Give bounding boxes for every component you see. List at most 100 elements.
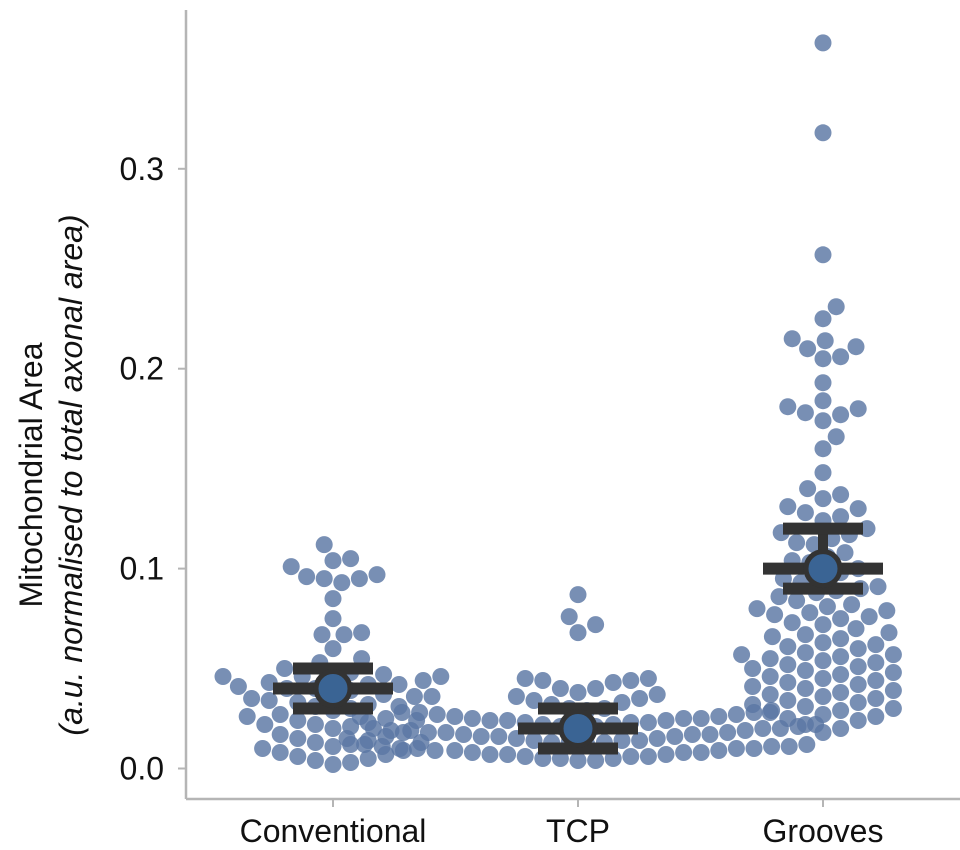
data-point bbox=[364, 720, 382, 737]
data-point bbox=[342, 754, 360, 771]
data-point bbox=[796, 404, 814, 422]
data-point bbox=[814, 464, 832, 482]
data-point bbox=[507, 688, 525, 705]
y-tick-label: 0.3 bbox=[120, 151, 164, 187]
data-point bbox=[569, 586, 587, 604]
data-point bbox=[368, 566, 386, 584]
summary-conventional bbox=[273, 662, 393, 715]
data-point bbox=[884, 682, 902, 699]
data-point bbox=[393, 704, 411, 721]
data-point bbox=[238, 708, 256, 725]
data-point bbox=[867, 654, 885, 672]
data-point bbox=[289, 712, 307, 729]
data-point bbox=[324, 756, 342, 773]
data-point bbox=[254, 740, 272, 757]
data-point bbox=[860, 608, 878, 626]
data-point bbox=[338, 730, 356, 747]
data-point bbox=[744, 678, 762, 695]
data-point bbox=[849, 694, 867, 711]
data-point bbox=[849, 500, 867, 518]
y-axis-title-sub: (a.u. normalised to total axonal area) bbox=[53, 214, 89, 735]
data-point bbox=[869, 578, 887, 596]
data-point bbox=[463, 710, 481, 727]
data-point bbox=[814, 688, 832, 705]
data-point bbox=[516, 748, 534, 765]
data-point bbox=[796, 626, 814, 644]
data-point bbox=[481, 712, 499, 729]
data-point bbox=[666, 728, 684, 745]
data-point bbox=[710, 708, 728, 725]
data-point bbox=[827, 298, 845, 316]
data-point bbox=[324, 552, 342, 570]
data-point bbox=[710, 742, 728, 759]
data-point bbox=[675, 710, 693, 727]
data-point bbox=[727, 740, 745, 757]
data-point bbox=[587, 680, 605, 697]
data-point bbox=[569, 624, 587, 642]
x-tick-label-grooves: Grooves bbox=[763, 813, 884, 849]
data-point bbox=[324, 640, 342, 658]
data-point bbox=[814, 706, 832, 723]
data-point bbox=[884, 646, 902, 664]
y-tick-label: 0.0 bbox=[120, 751, 164, 787]
data-point bbox=[814, 670, 832, 687]
data-point bbox=[604, 674, 622, 691]
data-point bbox=[814, 616, 832, 634]
data-point bbox=[763, 738, 781, 755]
data-point bbox=[796, 662, 814, 679]
data-point bbox=[779, 656, 797, 674]
data-point bbox=[214, 668, 232, 685]
y-axis-title: Mitochondrial Area (a.u. normalised to t… bbox=[13, 214, 89, 735]
data-point bbox=[342, 550, 360, 568]
data-point bbox=[766, 606, 784, 624]
data-point bbox=[631, 732, 649, 749]
summary-grooves bbox=[763, 522, 883, 595]
data-point bbox=[419, 724, 437, 741]
data-point bbox=[788, 592, 806, 610]
data-point bbox=[657, 746, 675, 763]
data-point bbox=[315, 570, 333, 588]
data-point bbox=[878, 602, 896, 620]
data-point bbox=[587, 616, 605, 634]
data-point bbox=[426, 742, 444, 759]
data-point bbox=[779, 674, 797, 691]
data-point bbox=[359, 750, 377, 767]
data-point bbox=[796, 504, 814, 522]
data-point bbox=[761, 650, 779, 668]
data-point bbox=[763, 628, 781, 646]
data-point bbox=[639, 714, 657, 731]
data-point bbox=[796, 644, 814, 662]
data-point bbox=[814, 412, 832, 430]
data-point bbox=[779, 638, 797, 656]
data-point bbox=[880, 624, 898, 642]
data-point bbox=[783, 330, 801, 348]
data-point bbox=[271, 744, 289, 761]
data-point bbox=[847, 620, 865, 638]
data-point bbox=[313, 626, 331, 644]
data-point bbox=[814, 350, 832, 368]
data-point bbox=[306, 734, 324, 751]
x-tick-label-tcp: TCP bbox=[546, 813, 610, 849]
data-point bbox=[455, 726, 473, 743]
data-point bbox=[745, 740, 763, 757]
data-point bbox=[867, 690, 885, 707]
data-point bbox=[516, 670, 534, 687]
data-point bbox=[390, 676, 408, 693]
data-point bbox=[818, 598, 836, 616]
data-point bbox=[798, 736, 816, 753]
data-point bbox=[736, 722, 754, 739]
data-point bbox=[490, 728, 508, 745]
data-point bbox=[761, 686, 779, 703]
data-point bbox=[408, 740, 426, 757]
data-point bbox=[622, 748, 640, 765]
data-point bbox=[675, 744, 693, 761]
data-point bbox=[849, 712, 867, 729]
data-point bbox=[256, 716, 274, 733]
data-point bbox=[499, 712, 517, 729]
x-tick-label-conventional: Conventional bbox=[240, 813, 427, 849]
data-point bbox=[814, 124, 832, 142]
data-point bbox=[814, 246, 832, 264]
ticks: 0.0 0.1 0.2 0.3 Conventional TCP Grooves bbox=[120, 151, 884, 849]
data-point bbox=[832, 720, 850, 737]
